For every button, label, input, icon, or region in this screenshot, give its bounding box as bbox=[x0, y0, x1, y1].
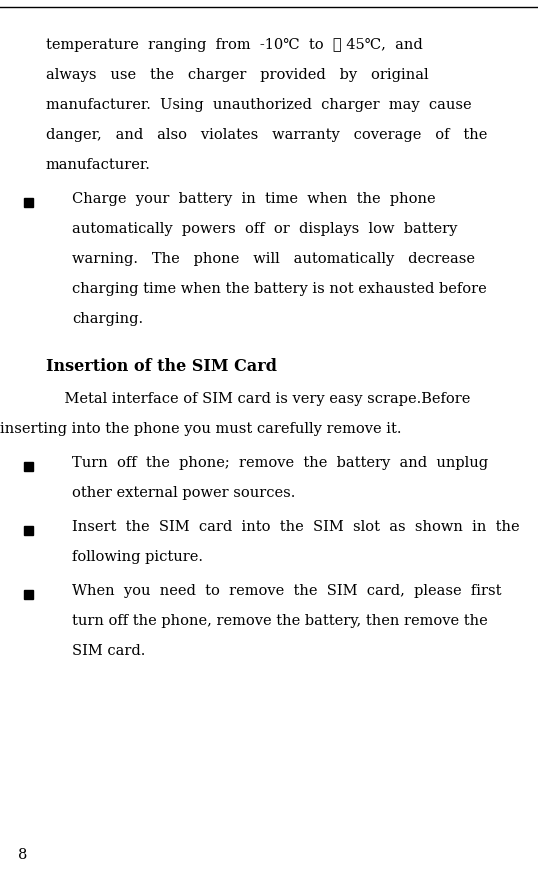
Text: 8: 8 bbox=[18, 847, 27, 861]
Text: turn off the phone, remove the battery, then remove the: turn off the phone, remove the battery, … bbox=[72, 614, 488, 627]
Text: other external power sources.: other external power sources. bbox=[72, 486, 295, 500]
Text: danger,   and   also   violates   warranty   coverage   of   the: danger, and also violates warranty cover… bbox=[46, 128, 487, 142]
Text: inserting into the phone you must carefully remove it.: inserting into the phone you must carefu… bbox=[0, 421, 401, 435]
Bar bbox=[24, 462, 32, 471]
Text: SIM card.: SIM card. bbox=[72, 643, 145, 657]
Text: charging time when the battery is not exhausted before: charging time when the battery is not ex… bbox=[72, 282, 487, 295]
Bar bbox=[24, 590, 32, 599]
Text: Charge  your  battery  in  time  when  the  phone: Charge your battery in time when the pho… bbox=[72, 192, 436, 206]
Text: manufacturer.  Using  unauthorized  charger  may  cause: manufacturer. Using unauthorized charger… bbox=[46, 98, 472, 112]
Text: charging.: charging. bbox=[72, 312, 143, 326]
Text: warning.   The   phone   will   automatically   decrease: warning. The phone will automatically de… bbox=[72, 252, 475, 266]
Text: manufacturer.: manufacturer. bbox=[46, 158, 151, 172]
Bar bbox=[24, 198, 32, 208]
Text: always   use   the   charger   provided   by   original: always use the charger provided by origi… bbox=[46, 68, 429, 82]
Text: automatically  powers  off  or  displays  low  battery: automatically powers off or displays low… bbox=[72, 222, 457, 235]
Text: temperature  ranging  from  -10℃  to  ＋ 45℃,  and: temperature ranging from -10℃ to ＋ 45℃, … bbox=[46, 38, 423, 52]
Text: Insertion of the SIM Card: Insertion of the SIM Card bbox=[46, 357, 277, 375]
Bar bbox=[24, 526, 32, 535]
Text: Turn  off  the  phone;  remove  the  battery  and  unplug: Turn off the phone; remove the battery a… bbox=[72, 455, 488, 469]
Text: following picture.: following picture. bbox=[72, 549, 203, 563]
Text: When  you  need  to  remove  the  SIM  card,  please  first: When you need to remove the SIM card, pl… bbox=[72, 583, 501, 597]
Text: Metal interface of SIM card is very easy scrape.Before: Metal interface of SIM card is very easy… bbox=[46, 392, 470, 406]
Text: Insert  the  SIM  card  into  the  SIM  slot  as  shown  in  the: Insert the SIM card into the SIM slot as… bbox=[72, 520, 520, 534]
